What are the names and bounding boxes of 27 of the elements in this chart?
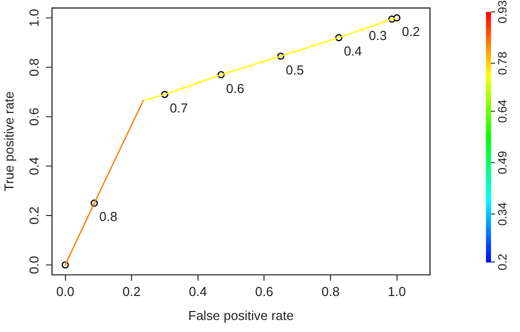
annotation: 0.5	[286, 62, 304, 78]
x-tick-label: 0.6	[255, 284, 274, 300]
annotation: 0.2	[402, 24, 420, 39]
x-axis-title: False positive rate	[188, 308, 294, 323]
annotation: 0.3	[368, 28, 387, 44]
color-bar-label: 0.64	[495, 99, 510, 123]
annotation: 0.8	[99, 209, 118, 224]
y-tick-label: 0.4	[26, 157, 42, 176]
x-tick-label: 0.4	[188, 284, 207, 300]
annotation: 0.4	[344, 44, 362, 59]
y-axis-title: True positive rate	[2, 91, 17, 192]
annotation: 0.7	[170, 100, 188, 116]
color-bar-label: 0.2	[495, 253, 510, 270]
annotation: 0.6	[226, 80, 244, 96]
y-tick-label: 0.8	[26, 58, 42, 76]
color-bar-label: 0.78	[495, 51, 510, 75]
y-tick-label: 0.0	[26, 256, 42, 274]
color-bar-label: 0.49	[495, 150, 510, 174]
y-tick-label: 0.2	[26, 206, 42, 225]
color-bar-label: 0.34	[495, 202, 510, 226]
x-tick-label: 0.8	[321, 284, 340, 300]
color-bar-label: 0.93	[495, 0, 510, 24]
x-tick-label: 0.2	[122, 284, 141, 300]
x-tick-label: 1.0	[388, 284, 406, 300]
y-tick-label: 1.0	[26, 8, 42, 27]
x-tick-label: 0.0	[56, 284, 74, 300]
y-tick-label: 0.6	[26, 108, 42, 126]
